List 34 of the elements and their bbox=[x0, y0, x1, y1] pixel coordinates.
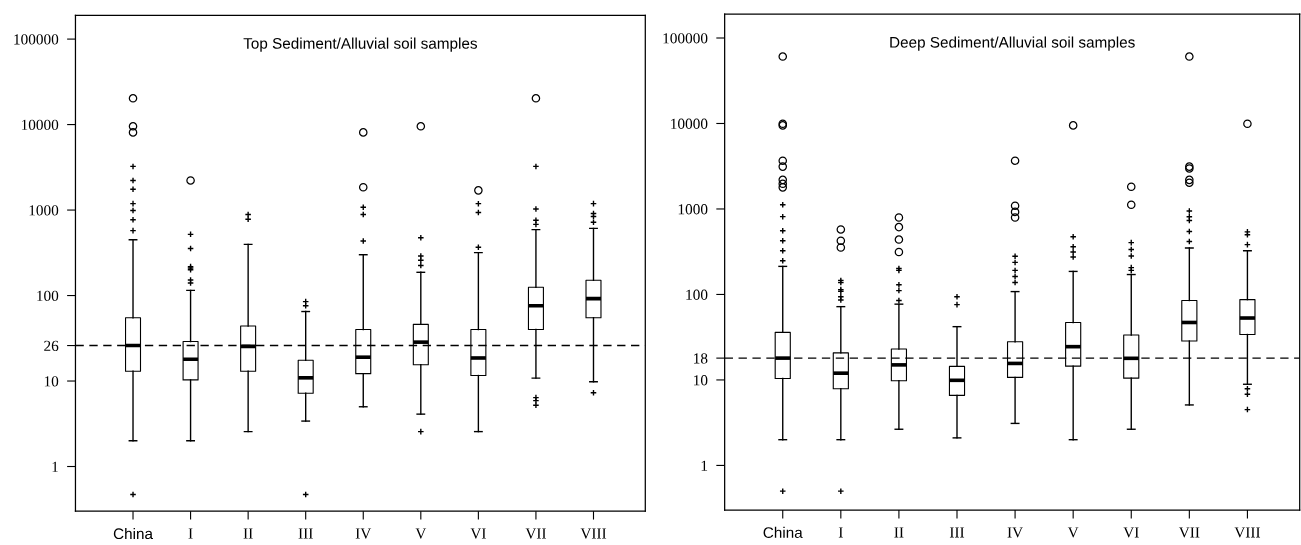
y-tick-label: 100 bbox=[686, 289, 708, 300]
x-tick-label: I bbox=[188, 528, 193, 539]
x-tick-label: VII bbox=[525, 528, 546, 539]
text: Top Sediment/Alluvial soil samples bbox=[243, 37, 478, 52]
y-tick-label: 18 bbox=[694, 353, 708, 364]
text: Deep Sediment/Alluvial soil samples bbox=[890, 36, 1135, 51]
y-tick-label: 100000 bbox=[663, 33, 708, 44]
x-tick-label: V bbox=[1067, 527, 1079, 538]
x-tick-label: III bbox=[298, 528, 313, 539]
x-tick-label: VII bbox=[1178, 527, 1200, 538]
y-tick-label: 10000 bbox=[671, 118, 708, 129]
y-tick-label: 100000 bbox=[14, 34, 59, 45]
x-tick-label: VI bbox=[470, 528, 486, 539]
y-tick-label: 1 bbox=[52, 461, 58, 472]
y-tick-label: 10 bbox=[694, 375, 708, 386]
y-tick-label: 10000 bbox=[21, 119, 59, 131]
y-tick-label: 1000 bbox=[678, 204, 708, 215]
x-tick-label: China bbox=[763, 526, 803, 539]
x-tick-label: III bbox=[949, 527, 965, 538]
y-tick-label: 26 bbox=[44, 340, 59, 351]
x-tick-label: V bbox=[415, 528, 427, 539]
x-tick-label: VIII bbox=[580, 528, 607, 539]
x-tick-label: I bbox=[838, 527, 843, 538]
x-tick-label: II bbox=[243, 528, 253, 539]
x-tick-label: VIII bbox=[1234, 527, 1261, 538]
y-tick-label: 10 bbox=[44, 376, 59, 387]
x-tick-label: China bbox=[113, 527, 153, 540]
x-tick-label: II bbox=[894, 527, 904, 538]
y-tick-label: 1 bbox=[701, 460, 708, 471]
y-tick-label: 100 bbox=[37, 290, 59, 301]
x-tick-label: IV bbox=[1007, 527, 1023, 538]
y-tick-label: 1000 bbox=[29, 205, 59, 216]
x-tick-label: VI bbox=[1123, 527, 1139, 538]
x-tick-label: IV bbox=[355, 528, 372, 539]
